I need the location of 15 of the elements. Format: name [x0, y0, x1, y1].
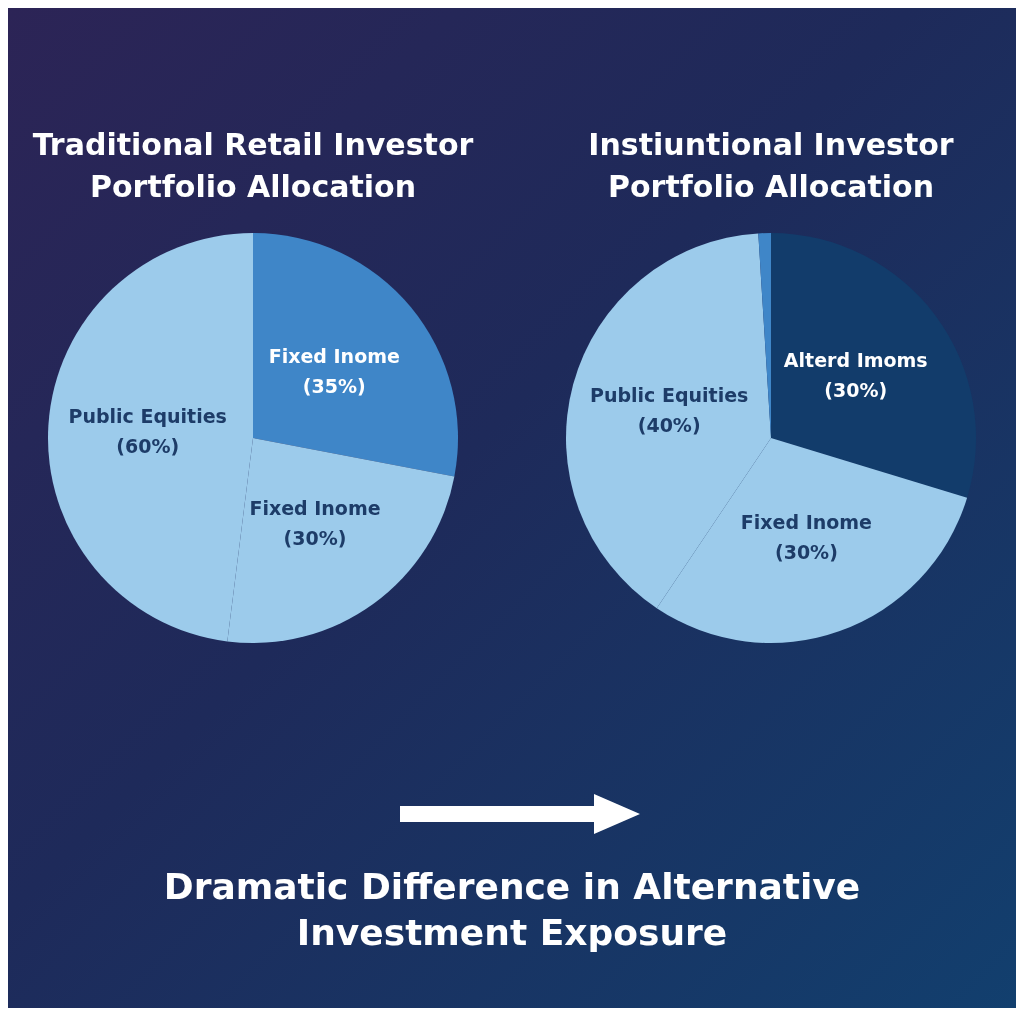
data-label: (30%) [824, 379, 888, 402]
slice-label: Fixed Inome [268, 344, 400, 367]
data-label: (40%) [637, 414, 701, 437]
data-label: (30%) [774, 541, 838, 564]
data-label: (30%) [283, 527, 347, 550]
data-label: (60%) [116, 435, 180, 458]
chart-title: Instiuntional Investor Portfolio Allocation [588, 126, 954, 204]
text: Dramatic Difference in Alternative Investment Exposure [162, 865, 862, 955]
slice-label: Fixed Inome [740, 511, 872, 534]
slice-label: Public Equities [68, 405, 227, 428]
slice-label: Fixed Inome [249, 497, 381, 520]
data-label: (35%) [302, 374, 366, 397]
slice-label: Public Equities [589, 384, 749, 407]
slice-label: Alterd Imoms [783, 349, 928, 372]
chart-title: Traditional Retail Investor Portfolio Allocation [32, 126, 474, 204]
